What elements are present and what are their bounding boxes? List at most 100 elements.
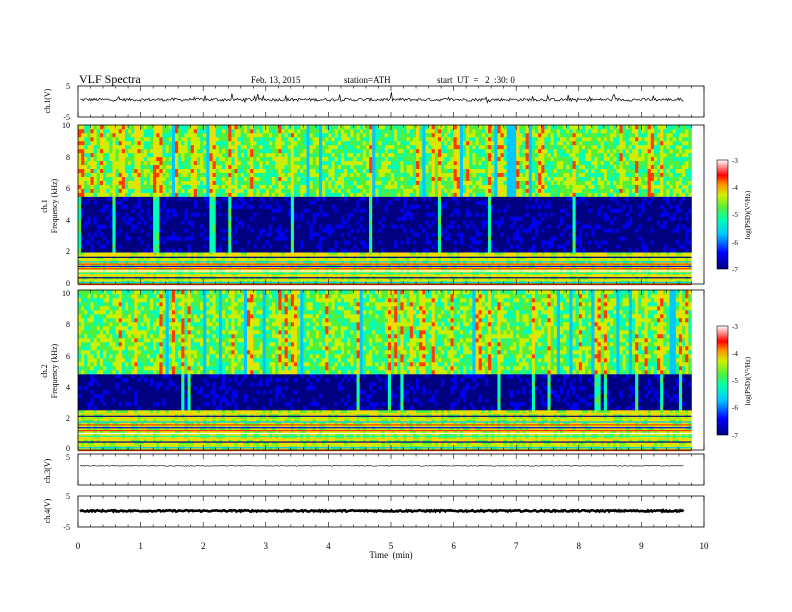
spectrogram-cell (209, 148, 213, 154)
spectrogram-cell (256, 244, 260, 249)
spectrogram-cell (134, 212, 138, 217)
spectrogram-cell (362, 220, 367, 225)
spectrogram-cell (340, 200, 345, 205)
spectrogram-cell (149, 268, 154, 273)
spectrogram-cell (412, 224, 417, 229)
spectrogram-cell (287, 268, 292, 273)
spectrogram-cell (96, 228, 101, 233)
spectrogram-cell (247, 125, 251, 130)
spectrogram-cell (278, 160, 282, 166)
spectrogram-cell (456, 132, 461, 138)
spectrogram-cell (356, 160, 360, 166)
spectrogram-cell (190, 232, 195, 237)
spectrogram-cell (450, 204, 454, 209)
spectrogram-cell (312, 168, 317, 173)
spectrogram-cell (212, 184, 217, 189)
spectrogram-cell (187, 140, 191, 146)
spectrogram-cell (403, 152, 407, 158)
spectrogram-cell (106, 168, 110, 173)
spectrogram-cell (134, 128, 138, 134)
spectrogram-cell (312, 188, 317, 193)
spectrogram-cell (447, 172, 451, 177)
spectrogram-cell (178, 164, 182, 170)
spectrogram-cell (425, 200, 429, 205)
spectrogram-cell (325, 236, 329, 241)
spectrogram-cell (99, 184, 104, 189)
spectrogram-cell (78, 152, 82, 158)
spectrogram-cell (153, 248, 157, 253)
spectrogram-cell (128, 180, 132, 185)
spectrogram-cell (453, 200, 458, 205)
spectrogram-cell (159, 164, 163, 170)
spectrogram-cell (372, 200, 376, 205)
spectrogram-cell (200, 140, 204, 146)
spectrogram-cell (209, 208, 213, 213)
spectrogram-cell (306, 216, 310, 221)
spectrogram-cell (103, 180, 107, 185)
spectrogram-cell (334, 188, 339, 193)
spectrogram-cell (303, 216, 307, 221)
spectrogram-cell (315, 148, 320, 154)
spectrogram-cell (187, 216, 191, 221)
spectrogram-cell (309, 184, 314, 189)
spectrogram-cell (87, 256, 91, 261)
spectrogram-cell (93, 256, 98, 261)
spectrogram-cell (369, 168, 373, 173)
spectrogram-cell (124, 128, 129, 134)
spectrogram-cell (387, 132, 392, 138)
spectrogram-cell (441, 188, 445, 193)
spectrogram-cell (378, 208, 382, 213)
spectrogram-cell (231, 152, 235, 158)
spectrogram-cell (168, 160, 173, 166)
spectrogram-cell (84, 180, 88, 185)
spectrogram-cell (431, 256, 436, 261)
spectrogram-cell (337, 132, 342, 138)
spectrogram-cell (118, 144, 123, 150)
spectrogram-cell (137, 232, 141, 237)
spectrogram-cell (419, 204, 423, 209)
spectrogram-cell (303, 132, 307, 138)
spectrogram-cell (356, 125, 360, 130)
spectrogram-cell (250, 125, 254, 130)
spectrogram-cell (146, 216, 151, 221)
spectrogram-cell (406, 232, 411, 237)
spectrogram-cell (153, 128, 157, 134)
spectrogram-cell (437, 176, 442, 181)
spectrogram-cell (90, 192, 94, 197)
spectrogram-cell (281, 216, 285, 221)
spectrogram-cell (365, 216, 370, 221)
spectrogram-cell (359, 156, 364, 162)
spectrogram-cell (265, 224, 270, 229)
spectrogram-cell (193, 220, 198, 225)
spectrogram-cell (228, 188, 232, 193)
spectrogram-cell (247, 244, 251, 249)
spectrogram-cell (218, 152, 223, 158)
spectrogram-cell (391, 224, 395, 229)
spectrogram-cell (278, 236, 282, 241)
spectrogram-cell (212, 236, 217, 241)
spectrogram-cell (206, 212, 210, 217)
spectrogram-cell (156, 188, 160, 193)
spectrogram-cell (168, 216, 173, 221)
spectrogram-cell (444, 140, 448, 146)
spectrogram-cell (78, 248, 82, 253)
spectrogram-cell (109, 180, 113, 185)
spectrogram-cell (466, 200, 470, 205)
spectrogram-cell (319, 192, 323, 197)
spectrogram-cell (394, 256, 398, 261)
spectrogram-cell (149, 125, 154, 130)
spectrogram-cell (225, 140, 229, 146)
spectrogram-cell (228, 204, 232, 209)
spectrogram-cell (118, 128, 123, 134)
spectrogram-cell (403, 232, 407, 237)
spectrogram-cell (153, 224, 157, 229)
spectrogram-cell (187, 176, 191, 181)
spectrogram-cell (344, 248, 348, 253)
spectrogram-cell (268, 272, 273, 277)
spectrogram-cell (121, 160, 126, 166)
spectrogram-cell (196, 256, 201, 261)
spectrogram-cell (387, 200, 392, 205)
spectrogram-cell (212, 140, 217, 146)
spectrogram-cell (309, 164, 314, 170)
spectrogram-cell (406, 256, 411, 261)
